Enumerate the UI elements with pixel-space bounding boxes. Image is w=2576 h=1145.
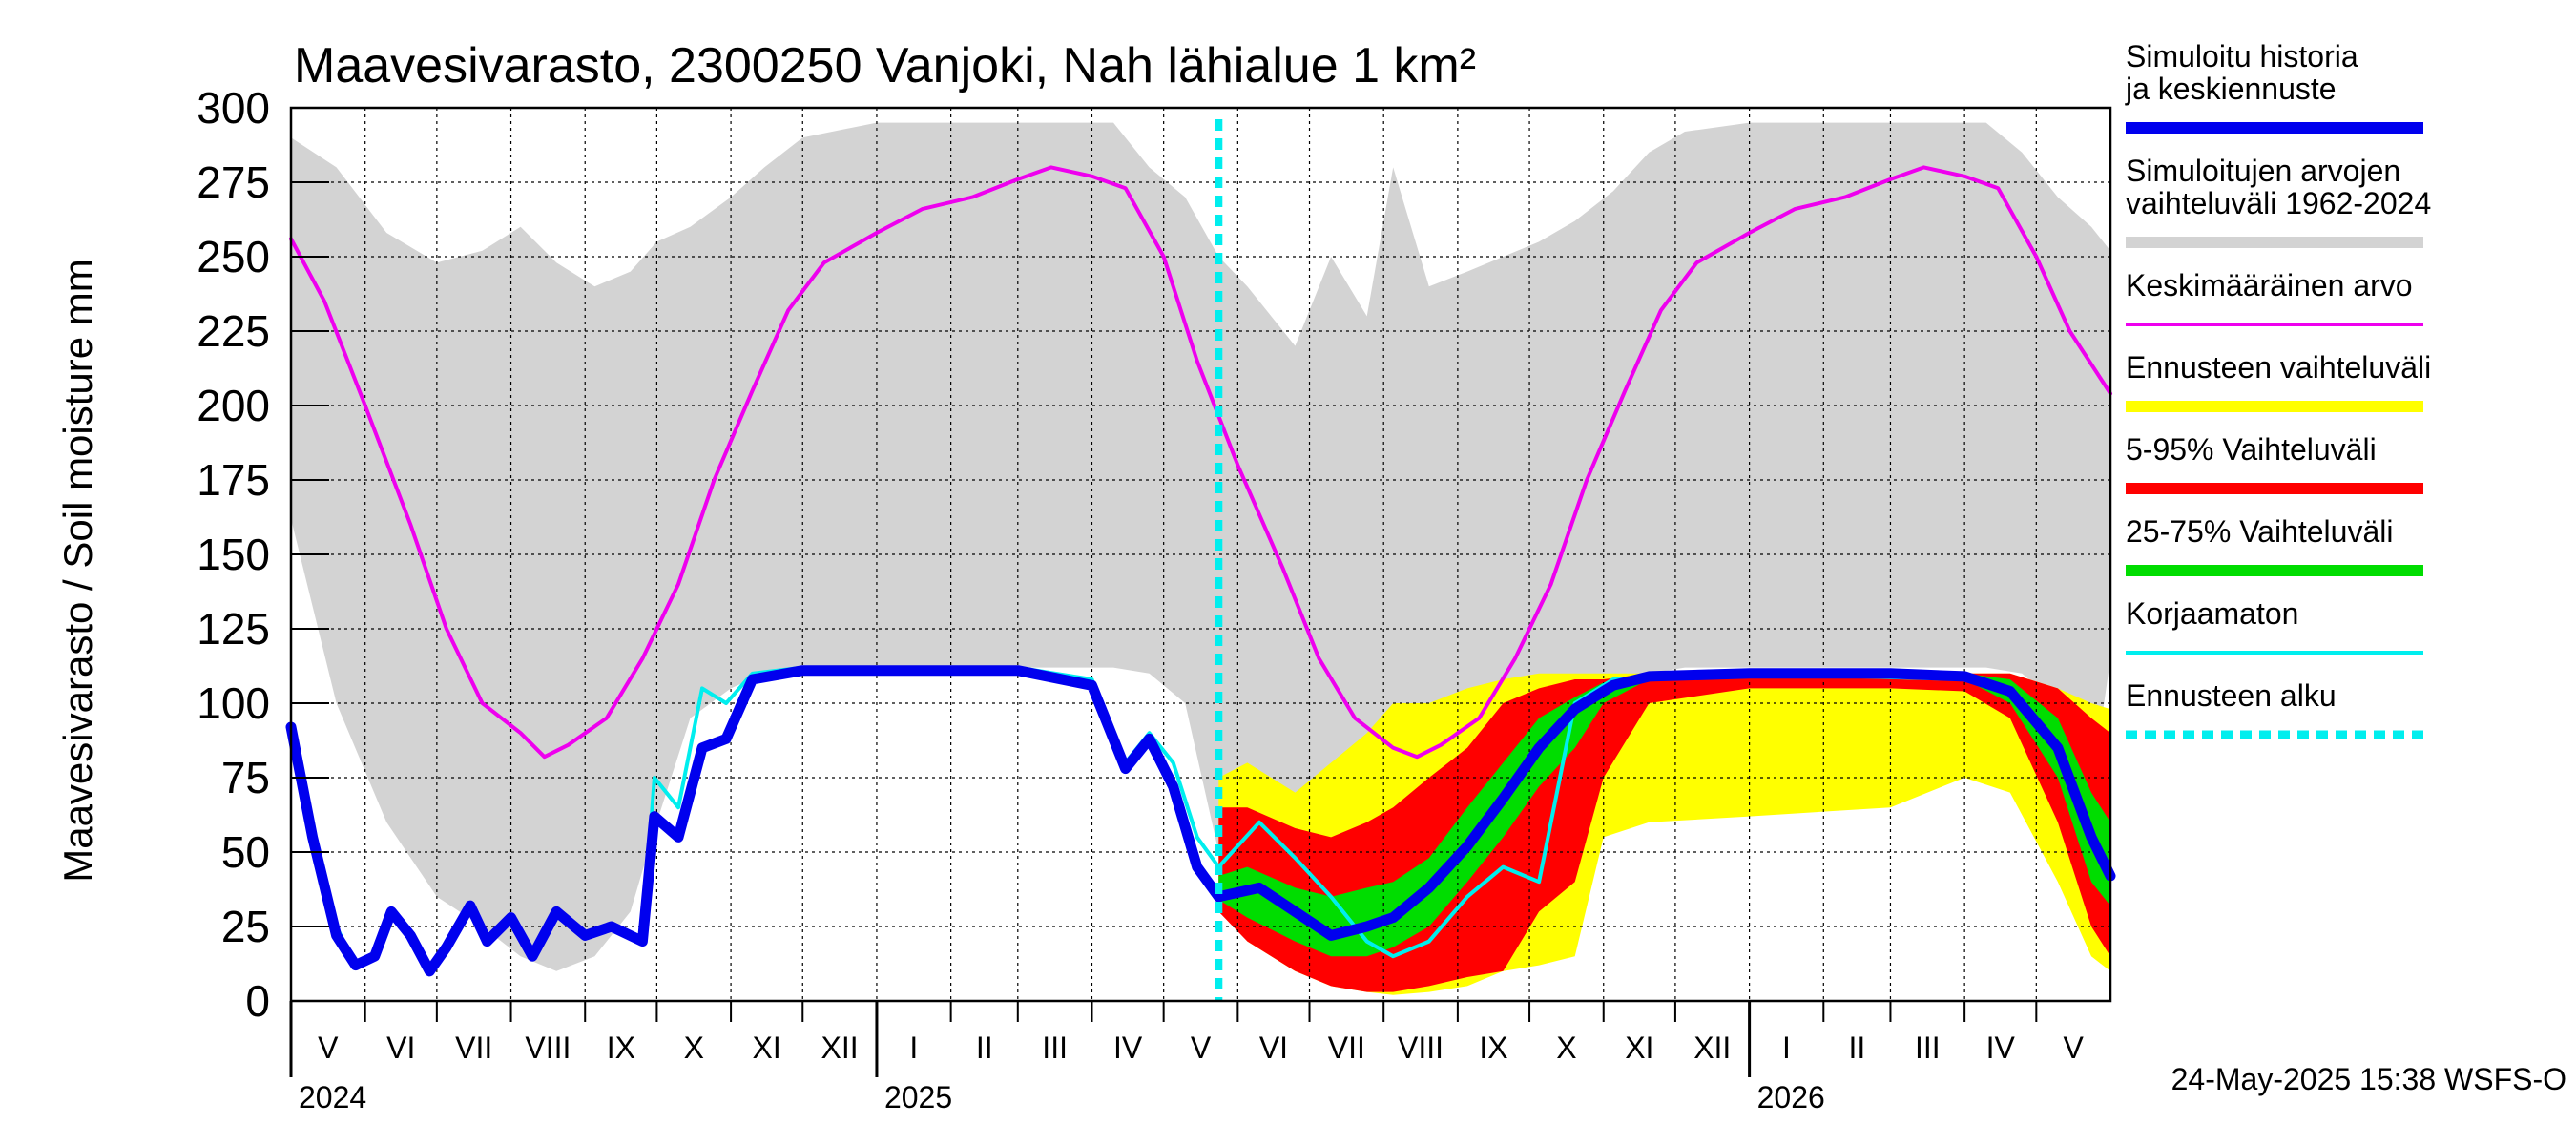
band-5-95-vaihteluv-li <box>1218 673 2110 992</box>
y-tick-label-100: 100 <box>197 678 270 728</box>
legend-label-3: Ennusteen vaihteluväli <box>2126 350 2431 385</box>
month-label-6: XI <box>753 1030 781 1065</box>
legend-label-5: 25-75% Vaihteluväli <box>2126 514 2393 549</box>
month-label-9: II <box>976 1030 993 1065</box>
y-tick-label-275: 275 <box>197 157 270 207</box>
footer-timestamp: 24-May-2025 15:38 WSFS-O <box>2171 1062 2566 1096</box>
lines-layer <box>285 165 2116 977</box>
y-tick-label-25: 25 <box>221 902 270 951</box>
legend-label-2: Keskimääräinen arvo <box>2126 268 2413 302</box>
year-label-2024: 2024 <box>299 1080 366 1114</box>
grid-layer <box>291 108 2110 1001</box>
x-axis: V VI VII VIII IX X XI XII I II III IV V VI VII VIII IX X X… <box>289 1001 2084 1114</box>
y-tick-label-300: 300 <box>197 83 270 133</box>
legend-label-6: Korjaamaton <box>2126 596 2298 631</box>
year-label-2026: 2026 <box>1757 1080 1825 1114</box>
month-label-13: VI <box>1259 1030 1288 1065</box>
legend-label-0: Simuloitu historia <box>2126 39 2358 73</box>
month-label-4: IX <box>607 1030 635 1065</box>
month-label-21: II <box>1848 1030 1865 1065</box>
month-label-16: IX <box>1479 1030 1507 1065</box>
month-label-2: VII <box>455 1030 492 1065</box>
month-label-14: VII <box>1328 1030 1365 1065</box>
month-label-7: XII <box>821 1030 859 1065</box>
month-label-3: VIII <box>525 1030 571 1065</box>
series-line-simuloitu-historia-ja-keskiennuste <box>285 665 2116 977</box>
y-tick-label-0: 0 <box>245 976 270 1026</box>
legend-label-1-line2: vaihteluväli 1962-2024 <box>2126 186 2431 220</box>
month-label-15: VIII <box>1398 1030 1444 1065</box>
month-label-10: III <box>1042 1030 1068 1065</box>
y-tick-label-125: 125 <box>197 604 270 654</box>
month-label-12: V <box>1191 1030 1212 1065</box>
band-25-75-vaihteluv-li <box>1218 670 2110 957</box>
legend-label-0-line2: ja keskiennuste <box>2125 72 2337 106</box>
y-tick-label-225: 225 <box>197 306 270 356</box>
chart-title: Maavesivarasto, 2300250 Vanjoki, Nah läh… <box>294 38 1476 94</box>
series-line-keskim-r-inen-arvo <box>289 165 2112 760</box>
y-tick-label-175: 175 <box>197 455 270 505</box>
month-label-19: XII <box>1693 1030 1731 1065</box>
month-label-20: I <box>1782 1030 1791 1065</box>
month-label-17: X <box>1556 1030 1576 1065</box>
month-label-8: I <box>909 1030 918 1065</box>
y-tick-label-50: 50 <box>221 827 270 877</box>
month-label-23: IV <box>1986 1030 2016 1065</box>
year-label-2025: 2025 <box>884 1080 952 1114</box>
y-axis-label: Maavesivarasto / Soil moisture mm <box>55 259 100 883</box>
month-label-24: V <box>2063 1030 2084 1065</box>
legend-label-1: Simuloitujen arvojen <box>2126 154 2400 188</box>
legend-label-4: 5-95% Vaihteluväli <box>2126 432 2377 467</box>
month-label-0: V <box>318 1030 339 1065</box>
y-axis: 0 25 50 75 100 125 150 175 200 225 250 275 300 <box>197 83 329 1026</box>
month-label-1: VI <box>386 1030 415 1065</box>
month-label-5: X <box>684 1030 704 1065</box>
month-label-11: IV <box>1113 1030 1143 1065</box>
y-tick-label-150: 150 <box>197 530 270 579</box>
plot-area: V VI VII VIII IX X XI XII I II III IV V VI VII VIII IX X X… <box>197 83 2116 1114</box>
legend-label-7: Ennusteen alku <box>2126 678 2337 713</box>
month-label-22: III <box>1915 1030 1941 1065</box>
y-tick-label-200: 200 <box>197 381 270 430</box>
month-label-18: XI <box>1625 1030 1653 1065</box>
y-tick-label-250: 250 <box>197 232 270 281</box>
y-tick-label-75: 75 <box>221 753 270 802</box>
